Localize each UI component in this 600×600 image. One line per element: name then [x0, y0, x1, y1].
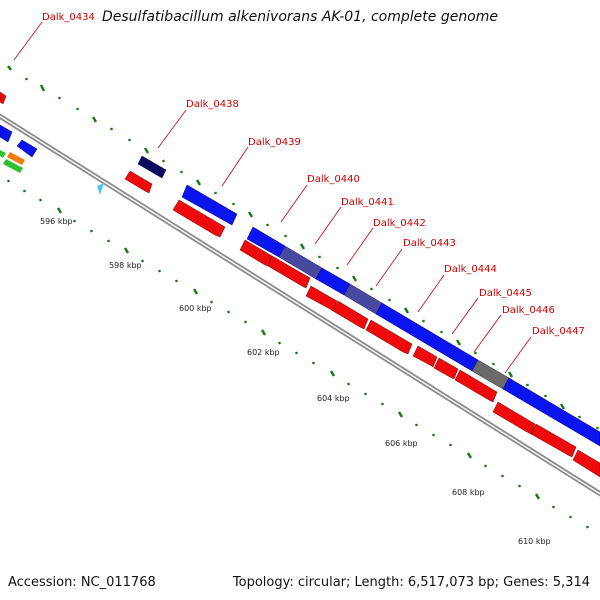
accession-text: Accession: NC_011768 — [8, 575, 156, 590]
gene-arrow-red — [412, 345, 438, 368]
scale-label-600: 600 kbp — [179, 304, 212, 313]
gene-arrow-red — [365, 319, 413, 355]
scale-label-606: 606 kbp — [385, 439, 418, 448]
label-dalk0445: Dalk_0445 — [479, 288, 532, 299]
label-dalk0444: Dalk_0444 — [444, 264, 497, 275]
marker-triangle — [97, 183, 104, 195]
scale-label-596: 596 kbp — [40, 217, 73, 226]
gene-arrow-green — [3, 159, 23, 173]
gene-arrow-red — [433, 357, 459, 380]
label-dalk0438: Dalk_0438 — [186, 99, 239, 110]
map-title: Desulfatibacillum alkenivorans AK-01, co… — [101, 9, 499, 25]
scale-label-598: 598 kbp — [109, 261, 142, 270]
gene-arrow-orange — [7, 152, 25, 165]
scale-label-602: 602 kbp — [247, 348, 280, 357]
forward-genes — [137, 155, 600, 447]
gene-arrow-red — [267, 255, 311, 289]
gene-arrow-red — [332, 300, 369, 330]
gene-arrow-red — [0, 91, 7, 105]
label-dalk0441: Dalk_0441 — [341, 197, 394, 208]
left-edge-genes — [0, 91, 104, 195]
gene-arrow-red — [172, 199, 226, 238]
gene-dalk0442 — [315, 267, 351, 296]
gene-arrow-red — [305, 285, 338, 312]
inner-tick-track — [6, 179, 590, 529]
outer-tick-track — [7, 65, 600, 430]
label-dalk0434: Dalk_0434 — [42, 12, 95, 23]
genome-summary-text: Topology: circular; Length: 6,517,073 bp… — [232, 575, 590, 590]
scale-label-604: 604 kbp — [317, 394, 350, 403]
gene-arrow-red — [492, 401, 536, 435]
gene-labels — [13, 21, 532, 374]
label-dalk0440: Dalk_0440 — [307, 174, 360, 185]
gene-arrow-blue — [16, 139, 38, 158]
scale-labels: 596 kbp 598 kbp 600 kbp 602 kbp 604 kbp … — [40, 217, 551, 546]
label-dalk0443: Dalk_0443 — [403, 238, 456, 249]
gene-arrow-red — [454, 369, 498, 403]
gene-arrow-blue — [0, 124, 13, 143]
scale-label-610: 610 kbp — [518, 537, 551, 546]
gene-dalk0446 — [502, 377, 600, 447]
label-dalk0442: Dalk_0442 — [373, 218, 426, 229]
label-dalk0439: Dalk_0439 — [248, 137, 301, 148]
gene-arrow-red — [124, 170, 153, 194]
gene-arrow-red — [572, 449, 600, 478]
reverse-genes — [124, 170, 600, 478]
label-dalk0447: Dalk_0447 — [532, 326, 585, 337]
scale-label-608: 608 kbp — [452, 488, 485, 497]
gene-arrow-green — [0, 150, 6, 158]
genome-backbone — [0, 113, 600, 497]
gene-label-text: Dalk_0434 Dalk_0438 Dalk_0439 Dalk_0440 … — [42, 12, 585, 337]
gene-dalk0438 — [137, 155, 167, 179]
gene-arrow-red — [530, 423, 577, 458]
gene-dalk0439 — [181, 184, 238, 226]
label-dalk0446: Dalk_0446 — [502, 305, 555, 316]
